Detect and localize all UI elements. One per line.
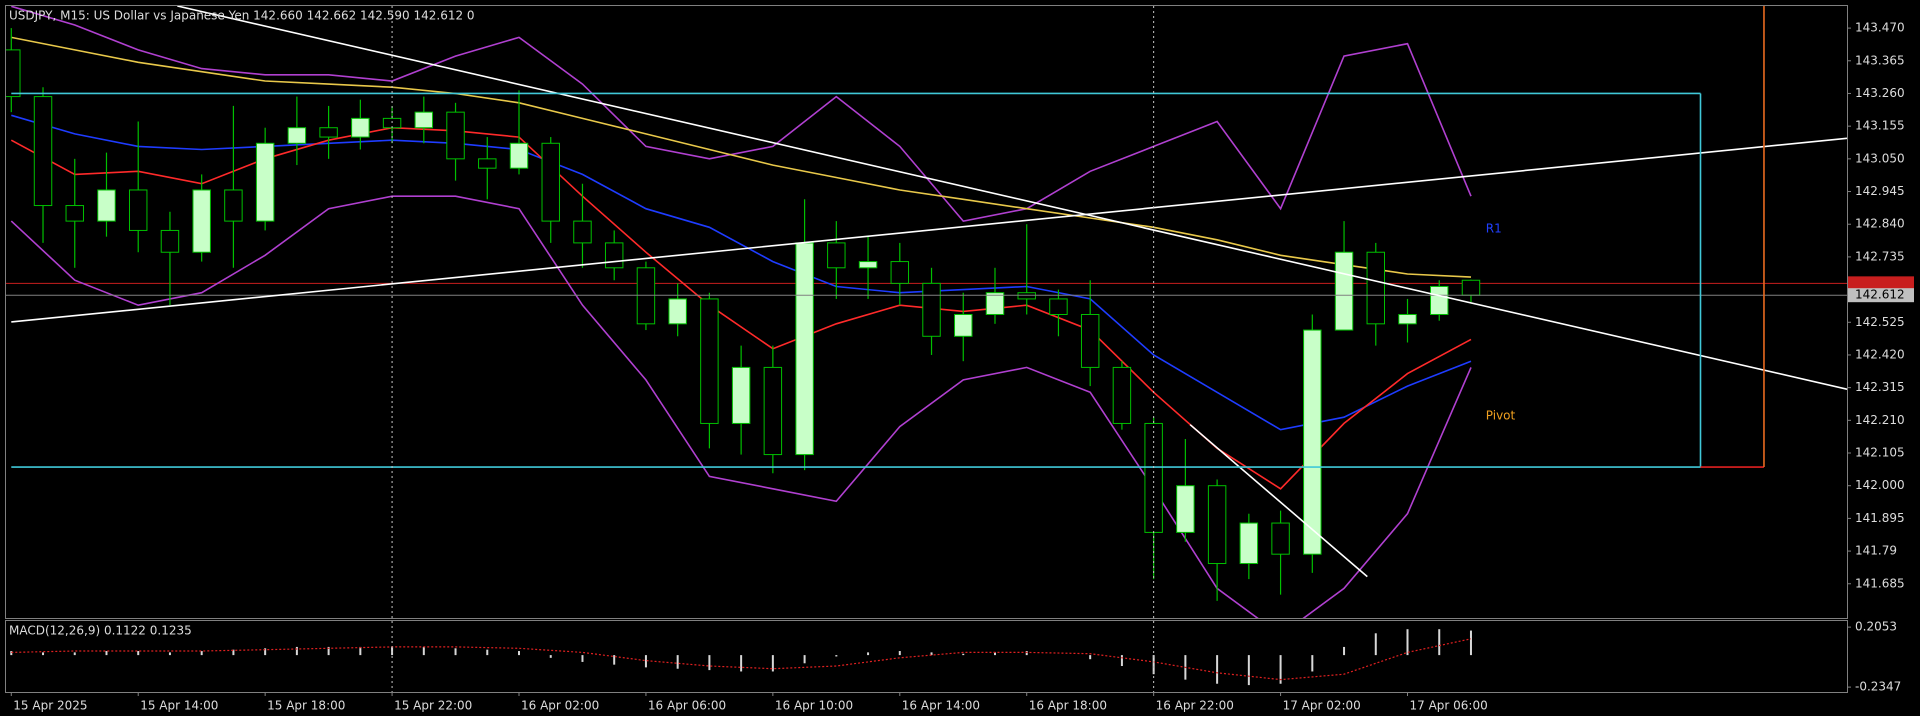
indicator-line [11, 6, 1472, 222]
y-tick-label: 143.260 [1855, 86, 1905, 100]
candle-body [1176, 485, 1195, 533]
candle-body [954, 313, 973, 337]
macd-frame [5, 620, 1848, 693]
y-tick-label: 142.525 [1855, 315, 1905, 329]
macd-y-tick-label: 0.2053 [1855, 620, 1897, 634]
y-tick-label: 142.105 [1855, 446, 1905, 460]
candle-body [731, 366, 751, 424]
candle-body [1239, 522, 1259, 565]
axes: 143.470 143.365 143.260 143.155 143.050 142.9… [10, 6, 1914, 713]
candle-body [33, 96, 53, 207]
level-price-box [1848, 276, 1914, 291]
candle-body [1207, 485, 1227, 565]
candle-body [1049, 298, 1068, 315]
y-tick-label: 142.420 [1855, 347, 1905, 361]
indicator-line [10, 195, 1472, 618]
annotation: Pivot [1486, 408, 1516, 422]
candle-body [6, 49, 21, 98]
y-tick-label: 143.470 [1855, 21, 1905, 35]
y-tick-label: 143.365 [1855, 53, 1905, 67]
x-tick-label: 16 Apr 18:00 [1029, 699, 1107, 713]
macd-title: MACD(12,26,9) 0.1122 0.1235 [9, 624, 192, 638]
y-tick-label: 142.000 [1855, 478, 1905, 492]
y-tick-label: 141.685 [1855, 576, 1905, 590]
x-tick-label: 15 Apr 14:00 [140, 699, 218, 713]
candle-body [1303, 329, 1322, 555]
drawn-line [1189, 424, 1368, 578]
candle-body [1334, 251, 1354, 331]
x-tick-label: 15 Apr 18:00 [267, 699, 345, 713]
candle-body [224, 189, 243, 222]
candle-body [1017, 292, 1036, 300]
candle-body [668, 298, 687, 325]
candle-body [1430, 285, 1449, 315]
drawn-line [11, 137, 1847, 323]
x-tick-label: 16 Apr 22:00 [1156, 699, 1234, 713]
candle-body [128, 189, 148, 231]
candle-body [478, 158, 497, 169]
y-tick-label: 142.945 [1855, 184, 1905, 198]
candle-body [700, 298, 719, 424]
candle-body [1112, 366, 1132, 424]
y-tick-label: 142.315 [1855, 380, 1905, 394]
annotation: R1 [1486, 221, 1502, 235]
candle-body [604, 242, 624, 269]
macd-panel [10, 629, 1472, 686]
candle-body [763, 366, 783, 456]
candle-body [827, 242, 846, 269]
candle-body [414, 111, 434, 129]
x-tick-label: 16 Apr 06:00 [648, 699, 726, 713]
candle-body [858, 261, 878, 269]
y-tick-label: 142.210 [1855, 413, 1905, 427]
candle-body [192, 189, 211, 253]
candle-body [890, 261, 910, 284]
candle-body [160, 229, 180, 253]
candle-body [985, 292, 1005, 315]
y-tick-label: 142.840 [1855, 217, 1905, 231]
x-tick-label: 17 Apr 02:00 [1283, 699, 1361, 713]
candle-body [351, 117, 370, 138]
candle-body [1398, 313, 1417, 325]
candle-body [541, 142, 560, 222]
y-tick-label: 141.895 [1855, 511, 1905, 525]
x-tick-label: 17 Apr 06:00 [1410, 699, 1488, 713]
x-tick-label: 16 Apr 14:00 [902, 699, 980, 713]
candle-body [795, 242, 814, 456]
y-tick-label: 142.735 [1855, 249, 1905, 263]
candle-body [287, 127, 307, 144]
macd-y-tick-label: -0.2347 [1855, 680, 1901, 694]
indicator-line [11, 114, 1472, 431]
candle-body [319, 127, 338, 138]
candle-body [446, 111, 465, 160]
main-panel: R1 Pivot [6, 6, 1847, 618]
main-frame [5, 5, 1848, 619]
candle-body [255, 142, 275, 222]
y-tick-label: 143.050 [1855, 151, 1905, 165]
candle-body [922, 282, 941, 337]
candle-body [97, 189, 116, 222]
x-tick-label: 16 Apr 10:00 [775, 699, 853, 713]
candle-body [573, 220, 592, 244]
current-price-label: 142.612 [1855, 288, 1905, 302]
candle-body [1366, 251, 1386, 325]
indicator-line [10, 126, 1472, 490]
candle-body [1080, 313, 1100, 368]
x-tick-label: 15 Apr 22:00 [394, 699, 472, 713]
candle-body [1461, 279, 1481, 296]
y-tick-label: 143.155 [1855, 119, 1905, 133]
x-tick-label: 16 Apr 02:00 [521, 699, 599, 713]
x-tick-label: 15 Apr 2025 [13, 699, 87, 713]
chart-title: USDJPY, M15: US Dollar vs Japanese Yen 1… [9, 9, 475, 23]
indicator-line [11, 36, 1472, 278]
candle-body [1271, 522, 1290, 555]
candle-body [509, 142, 529, 169]
current-price-box [1848, 288, 1914, 303]
y-tick-label: 141.79 [1855, 544, 1897, 558]
drawn-line [177, 6, 1847, 390]
candle-body [65, 205, 84, 222]
candle-body [636, 267, 656, 325]
